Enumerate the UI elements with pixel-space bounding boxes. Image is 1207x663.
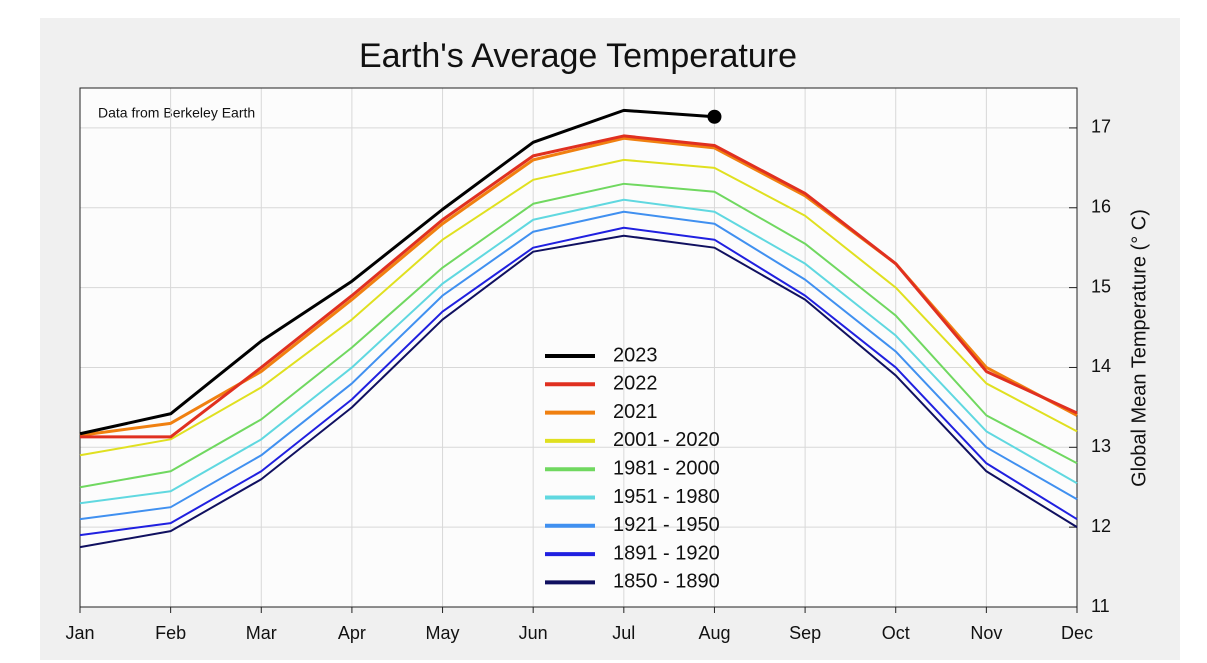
series-line (79, 108, 715, 436)
x-tick-label: Oct (882, 623, 910, 643)
x-tick-label: Aug (698, 623, 730, 643)
series-line (79, 210, 1078, 521)
series-line (79, 158, 1078, 457)
series-line (79, 234, 1078, 549)
legend-label: 2021 (613, 401, 658, 423)
legend-label: 1981 - 2000 (613, 457, 720, 479)
x-tick-label: Sep (789, 623, 821, 643)
y-tick-label: 17 (1091, 117, 1111, 137)
x-tick-label: Mar (246, 623, 277, 643)
y-tick-label: 13 (1091, 436, 1111, 456)
y-tick-label: 16 (1091, 197, 1111, 217)
plot-frame (79, 87, 1078, 608)
legend-label: 1891 - 1920 (613, 542, 720, 564)
series-line (79, 226, 1078, 537)
x-tick-label: Jun (519, 623, 548, 643)
y-tick-label: 14 (1091, 356, 1111, 376)
x-tick-label: Dec (1061, 623, 1093, 643)
legend-label: 1951 - 1980 (613, 486, 720, 508)
x-tick-label: Apr (338, 623, 366, 643)
annotation: Data from Berkeley Earth (98, 105, 255, 121)
x-tick-label: Feb (155, 623, 186, 643)
series-line (79, 182, 1078, 489)
x-tick-label: May (426, 623, 460, 643)
plot-area (80, 88, 1077, 607)
legend-label: 2023 (613, 344, 658, 366)
legend-label: 1921 - 1950 (613, 514, 720, 536)
series-line (80, 134, 1078, 439)
y-axis-label: Global Mean Temperature (° C) (1128, 209, 1150, 487)
legend-label: 1850 - 1890 (613, 571, 720, 593)
y-tick-label: 15 (1091, 276, 1111, 296)
series-line (79, 198, 1078, 505)
legend-label: 2001 - 2020 (613, 429, 720, 451)
x-tick-label: Jul (612, 623, 635, 643)
chart-title: Earth's Average Temperature (359, 37, 797, 75)
x-tick-label: Nov (970, 623, 1002, 643)
y-tick-label: 11 (1091, 596, 1110, 616)
x-tick-label: Jan (65, 623, 94, 643)
legend-label: 2022 (613, 373, 658, 395)
end-marker (707, 109, 722, 124)
y-tick-label: 12 (1091, 516, 1111, 536)
